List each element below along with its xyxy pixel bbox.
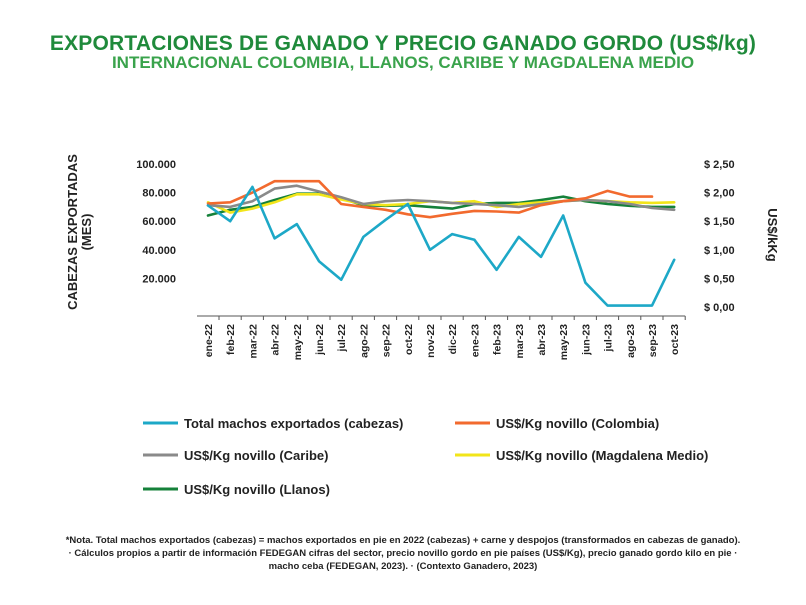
x-tick-label: feb-22 [225, 324, 237, 355]
x-tick-label: dic-22 [447, 324, 459, 355]
chart-subtitle: INTERNACIONAL COLOMBIA, LLANOS, CARIBE Y… [111, 53, 695, 72]
x-tick-label: may-22 [292, 324, 304, 360]
series-line-us-kg-novillo-colombia [206, 179, 654, 219]
x-tick-label: mar-22 [247, 324, 259, 359]
x-tick-label: nov-22 [425, 324, 437, 358]
chart-title: EXPORTACIONES DE GANADO Y PRECIO GANADO … [49, 32, 757, 55]
chart-canvas: 100.000 80.000 60.000 40.000 20.000 $ 2,50 $ 2… [65, 154, 780, 497]
x-tick-label: jul-22 [336, 324, 348, 353]
y-right-tick-label: $ 0,50 [704, 273, 735, 285]
y-right-tick-label: $ 0,00 [704, 302, 735, 314]
chart-legend: Total machos exportados (cabezas) US$/Kg … [143, 416, 708, 497]
chart-axes: 100.000 80.000 60.000 40.000 20.000 $ 2,50 $ 2… [65, 154, 780, 360]
y-right-tick-label: $ 1,50 [704, 216, 735, 228]
legend-label-us-kg-novillo-llanos: US$/Kg novillo (Llanos) [184, 482, 330, 497]
x-tick-label: oct-22 [403, 324, 415, 355]
footnote: *Nota. Total machos exportados (cabezas)… [20, 534, 786, 573]
x-tick-label: feb-23 [492, 324, 504, 355]
legend-label-us-kg-novillo-colombia: US$/Kg novillo (Colombia) [496, 416, 659, 431]
x-tick-label: sep-23 [647, 324, 659, 357]
series-line-total-machos-exportados-cabezas [206, 185, 676, 307]
y-left-tick-label: 40.000 [142, 245, 176, 257]
chart-series [206, 179, 676, 307]
footnote-line-2: · Cálculos propios a partir de informaci… [68, 548, 738, 559]
x-tick-label: jul-23 [603, 324, 615, 353]
x-tick-label: jun-23 [580, 324, 592, 356]
y-left-axis-title: CABEZAS EXPORTADAS [65, 154, 80, 310]
y-left-tick-label: 60.000 [142, 216, 176, 228]
footnote-line-1: *Nota. Total machos exportados (cabezas)… [65, 535, 741, 546]
y-right-tick-label: $ 1,00 [704, 245, 735, 257]
x-tick-label: ene-23 [469, 324, 481, 357]
y-left-tick-label: 100.000 [136, 159, 176, 171]
x-tick-label: abr-23 [536, 324, 548, 356]
y-right-axis-title: US$/kKg [765, 208, 780, 262]
y-right-tick-label: $ 2,50 [704, 159, 735, 171]
series-line-us-kg-novillo-caribe [206, 184, 676, 212]
legend-label-us-kg-novillo-caribe: US$/Kg novillo (Caribe) [184, 448, 328, 463]
y-left-tick-label: 80.000 [142, 188, 176, 200]
x-tick-label: abr-22 [270, 324, 282, 356]
y-left-tick-label: 20.000 [142, 273, 176, 285]
x-tick-label: oct-23 [669, 324, 681, 355]
footnote-line-3: macho ceba (FEDEGAN, 2023). · (Contexto … [268, 561, 538, 572]
y-left-axis-title-line2: (MES) [79, 214, 94, 251]
x-tick-label: may-23 [558, 324, 570, 360]
x-tick-label: jun-22 [314, 324, 326, 356]
x-tick-label: ago-22 [358, 324, 370, 358]
x-tick-label: ene-22 [203, 324, 215, 357]
legend-label-us-kg-novillo-magdalena-medio: US$/Kg novillo (Magdalena Medio) [496, 448, 708, 463]
x-tick-label: ago-23 [625, 324, 637, 358]
x-tick-label: mar-23 [514, 324, 526, 359]
series-line-us-kg-novillo-llanos [206, 192, 676, 217]
y-right-tick-label: $ 2,00 [704, 188, 735, 200]
x-tick-label: sep-22 [381, 324, 393, 357]
legend-label-total-machos-exportados-cabezas: Total machos exportados (cabezas) [184, 416, 403, 431]
